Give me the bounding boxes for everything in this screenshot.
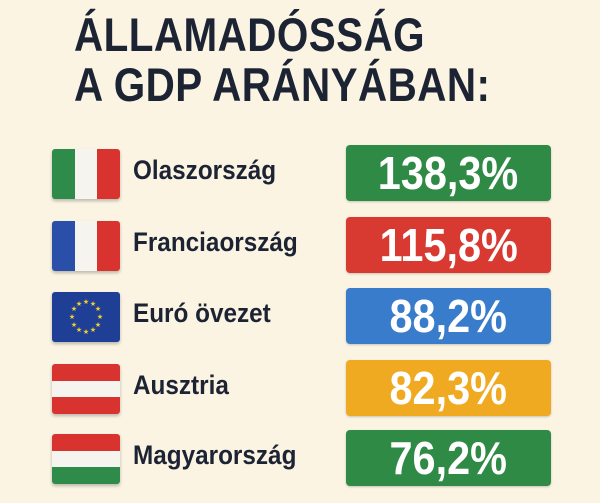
svg-text:★: ★ — [69, 313, 75, 321]
country-label: Franciaország — [133, 227, 298, 257]
value-box: 76,2% — [346, 430, 551, 486]
country-label: Euró övezet — [133, 298, 271, 328]
eu-flag-icon: ★ ★ ★ ★ ★ ★ ★ ★ ★ ★ ★ ★ — [52, 292, 120, 342]
row-italy: Olaszország 138,3% — [0, 145, 600, 207]
eu-stars-icon: ★ ★★★★★★★★★★★ — [69, 298, 103, 336]
svg-text:★: ★ — [76, 326, 82, 334]
value-box: 88,2% — [346, 288, 551, 344]
hungary-flag-icon — [52, 434, 120, 484]
svg-text:★: ★ — [71, 305, 77, 313]
value-box: 82,3% — [346, 360, 551, 416]
svg-text:★: ★ — [97, 313, 103, 321]
country-label: Magyarország — [133, 440, 297, 470]
value-box: 115,8% — [346, 217, 551, 273]
title-line-1: ÁLLAMADÓSSÁG — [74, 8, 425, 61]
title-line-2: A GDP ARÁNYÁBAN: — [74, 58, 491, 111]
svg-text:★: ★ — [83, 328, 89, 336]
svg-text:★: ★ — [76, 300, 82, 308]
svg-text:★: ★ — [90, 300, 96, 308]
austria-flag-icon — [52, 364, 120, 414]
row-eurozone: ★ ★ ★ ★ ★ ★ ★ ★ ★ ★ ★ ★ Euró övezet 88,2% — [0, 288, 600, 350]
svg-text:★: ★ — [95, 305, 101, 313]
svg-text:★: ★ — [83, 298, 89, 306]
value-label: 138,3% — [378, 147, 519, 199]
value-box: 138,3% — [346, 145, 551, 201]
row-france: Franciaország 115,8% — [0, 217, 600, 279]
value-label: 115,8% — [379, 219, 518, 271]
italy-flag-icon — [52, 149, 120, 199]
page-title: ÁLLAMADÓSSÁG A GDP ARÁNYÁBAN: — [74, 10, 490, 110]
value-label: 88,2% — [389, 290, 508, 342]
value-label: 82,3% — [389, 362, 508, 414]
svg-text:★: ★ — [95, 321, 101, 329]
country-label: Ausztria — [133, 370, 229, 400]
country-label: Olaszország — [133, 155, 277, 185]
row-hungary: Magyarország 76,2% — [0, 430, 600, 492]
row-austria: Ausztria 82,3% — [0, 360, 600, 422]
svg-text:★: ★ — [71, 321, 77, 329]
value-label: 76,2% — [389, 432, 508, 484]
svg-text:★: ★ — [90, 326, 96, 334]
france-flag-icon — [52, 221, 120, 271]
